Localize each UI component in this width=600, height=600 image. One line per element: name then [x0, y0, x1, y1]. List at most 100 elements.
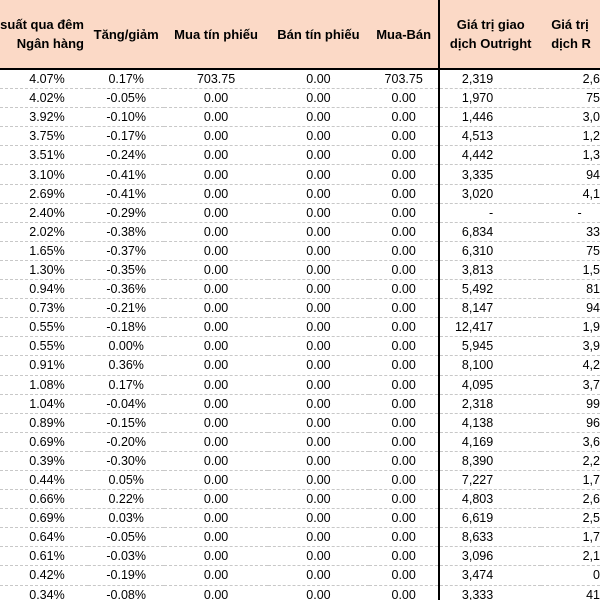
- cell-net-buy-sell[interactable]: 0.00: [369, 145, 441, 166]
- cell-net-buy-sell[interactable]: 0.00: [369, 585, 441, 600]
- cell-outright-value[interactable]: 1,970: [439, 88, 542, 109]
- cell-change[interactable]: 0.17%: [87, 69, 165, 90]
- cell-sell-bills[interactable]: 0.00: [267, 355, 370, 376]
- cell-net-buy-sell[interactable]: 0.00: [369, 164, 441, 185]
- cell-outright-value[interactable]: 8,100: [439, 355, 542, 376]
- cell-buy-bills[interactable]: 0.00: [164, 585, 268, 600]
- cell-buy-bills[interactable]: 0.00: [164, 298, 268, 319]
- cell-change[interactable]: -0.19%: [87, 565, 165, 586]
- cell-net-buy-sell[interactable]: 0.00: [369, 375, 441, 395]
- cell-sell-bills[interactable]: 0.00: [267, 164, 370, 185]
- cell-outright-value[interactable]: 8,147: [439, 298, 542, 319]
- cell-net-buy-sell[interactable]: 0.00: [369, 451, 441, 471]
- cell-sell-bills[interactable]: 0.00: [267, 527, 370, 548]
- cell-sell-bills[interactable]: 0.00: [267, 451, 370, 471]
- cell-overnight-rate[interactable]: 0.42%: [0, 565, 88, 586]
- cell-repo-value[interactable]: 1,7: [541, 470, 600, 491]
- cell-net-buy-sell[interactable]: 0.00: [369, 222, 441, 242]
- cell-sell-bills[interactable]: 0.00: [267, 184, 370, 204]
- cell-overnight-rate[interactable]: 0.89%: [0, 413, 88, 433]
- cell-change[interactable]: 0.36%: [87, 355, 165, 376]
- cell-outright-value[interactable]: 6,619: [439, 508, 542, 529]
- cell-change[interactable]: -0.05%: [87, 88, 165, 109]
- cell-outright-value[interactable]: 3,474: [439, 565, 542, 586]
- cell-repo-value[interactable]: 1,2: [541, 126, 600, 147]
- cell-sell-bills[interactable]: 0.00: [267, 145, 370, 166]
- cell-buy-bills[interactable]: 0.00: [164, 279, 268, 300]
- cell-repo-value[interactable]: 41: [541, 585, 600, 600]
- cell-buy-bills[interactable]: 0.00: [164, 489, 268, 510]
- cell-net-buy-sell[interactable]: 0.00: [369, 107, 441, 128]
- cell-net-buy-sell[interactable]: 0.00: [369, 489, 441, 510]
- cell-overnight-rate[interactable]: 1.04%: [0, 394, 88, 414]
- cell-outright-value[interactable]: 5,945: [439, 336, 542, 357]
- cell-net-buy-sell[interactable]: 0.00: [369, 279, 441, 300]
- cell-overnight-rate[interactable]: 2.02%: [0, 222, 88, 242]
- cell-overnight-rate[interactable]: 0.73%: [0, 298, 88, 319]
- cell-outright-value[interactable]: 8,390: [439, 451, 542, 471]
- cell-sell-bills[interactable]: 0.00: [267, 546, 370, 567]
- cell-sell-bills[interactable]: 0.00: [267, 375, 370, 395]
- header-net-buy-sell[interactable]: Mua-Bán: [369, 0, 441, 70]
- cell-change[interactable]: 0.22%: [87, 489, 165, 510]
- cell-outright-value[interactable]: 1,446: [439, 107, 542, 128]
- cell-buy-bills[interactable]: 0.00: [164, 317, 268, 338]
- cell-sell-bills[interactable]: 0.00: [267, 88, 370, 109]
- cell-outright-value[interactable]: -: [439, 203, 542, 223]
- cell-outright-value[interactable]: 3,096: [439, 546, 542, 567]
- cell-sell-bills[interactable]: 0.00: [267, 585, 370, 600]
- cell-change[interactable]: 0.05%: [87, 470, 165, 491]
- cell-outright-value[interactable]: 3,020: [439, 184, 542, 204]
- cell-overnight-rate[interactable]: 1.08%: [0, 375, 88, 395]
- cell-net-buy-sell[interactable]: 0.00: [369, 260, 441, 281]
- cell-overnight-rate[interactable]: 0.91%: [0, 355, 88, 376]
- cell-outright-value[interactable]: 3,813: [439, 260, 542, 281]
- cell-buy-bills[interactable]: 0.00: [164, 508, 268, 529]
- cell-buy-bills[interactable]: 0.00: [164, 375, 268, 395]
- cell-change[interactable]: -0.24%: [87, 145, 165, 166]
- cell-overnight-rate[interactable]: 0.55%: [0, 336, 88, 357]
- cell-change[interactable]: -0.29%: [87, 203, 165, 223]
- cell-sell-bills[interactable]: 0.00: [267, 222, 370, 242]
- cell-change[interactable]: -0.30%: [87, 451, 165, 471]
- cell-outright-value[interactable]: 12,417: [439, 317, 542, 338]
- cell-net-buy-sell[interactable]: 0.00: [369, 298, 441, 319]
- cell-change[interactable]: -0.37%: [87, 241, 165, 261]
- cell-repo-value[interactable]: 2,5: [541, 508, 600, 529]
- cell-repo-value[interactable]: 75: [541, 88, 600, 109]
- cell-overnight-rate[interactable]: 0.94%: [0, 279, 88, 300]
- cell-repo-value[interactable]: 4,1: [541, 184, 600, 204]
- cell-outright-value[interactable]: 8,633: [439, 527, 542, 548]
- cell-outright-value[interactable]: 4,803: [439, 489, 542, 510]
- cell-sell-bills[interactable]: 0.00: [267, 489, 370, 510]
- cell-overnight-rate[interactable]: 0.64%: [0, 527, 88, 548]
- cell-net-buy-sell[interactable]: 0.00: [369, 355, 441, 376]
- cell-outright-value[interactable]: 6,834: [439, 222, 542, 242]
- cell-change[interactable]: -0.04%: [87, 394, 165, 414]
- cell-change[interactable]: 0.00%: [87, 336, 165, 357]
- cell-outright-value[interactable]: 4,513: [439, 126, 542, 147]
- cell-overnight-rate[interactable]: 0.66%: [0, 489, 88, 510]
- cell-overnight-rate[interactable]: 0.39%: [0, 451, 88, 471]
- cell-overnight-rate[interactable]: 0.69%: [0, 432, 88, 452]
- cell-repo-value[interactable]: 96: [541, 413, 600, 433]
- cell-change[interactable]: -0.10%: [87, 107, 165, 128]
- cell-change[interactable]: -0.21%: [87, 298, 165, 319]
- cell-repo-value[interactable]: 2,2: [541, 451, 600, 471]
- cell-buy-bills[interactable]: 0.00: [164, 164, 268, 185]
- cell-repo-value[interactable]: 1,5: [541, 260, 600, 281]
- cell-buy-bills[interactable]: 0.00: [164, 203, 268, 223]
- header-outright-value[interactable]: Giá trị giao dịch Outright: [439, 0, 542, 70]
- cell-net-buy-sell[interactable]: 703.75: [369, 69, 441, 90]
- cell-change[interactable]: -0.38%: [87, 222, 165, 242]
- cell-sell-bills[interactable]: 0.00: [267, 298, 370, 319]
- cell-repo-value[interactable]: 1,7: [541, 527, 600, 548]
- cell-change[interactable]: -0.08%: [87, 585, 165, 600]
- cell-outright-value[interactable]: 4,095: [439, 375, 542, 395]
- cell-sell-bills[interactable]: 0.00: [267, 394, 370, 414]
- cell-change[interactable]: -0.05%: [87, 527, 165, 548]
- cell-buy-bills[interactable]: 0.00: [164, 413, 268, 433]
- cell-change[interactable]: -0.36%: [87, 279, 165, 300]
- cell-overnight-rate[interactable]: 2.40%: [0, 203, 88, 223]
- cell-overnight-rate[interactable]: 0.55%: [0, 317, 88, 338]
